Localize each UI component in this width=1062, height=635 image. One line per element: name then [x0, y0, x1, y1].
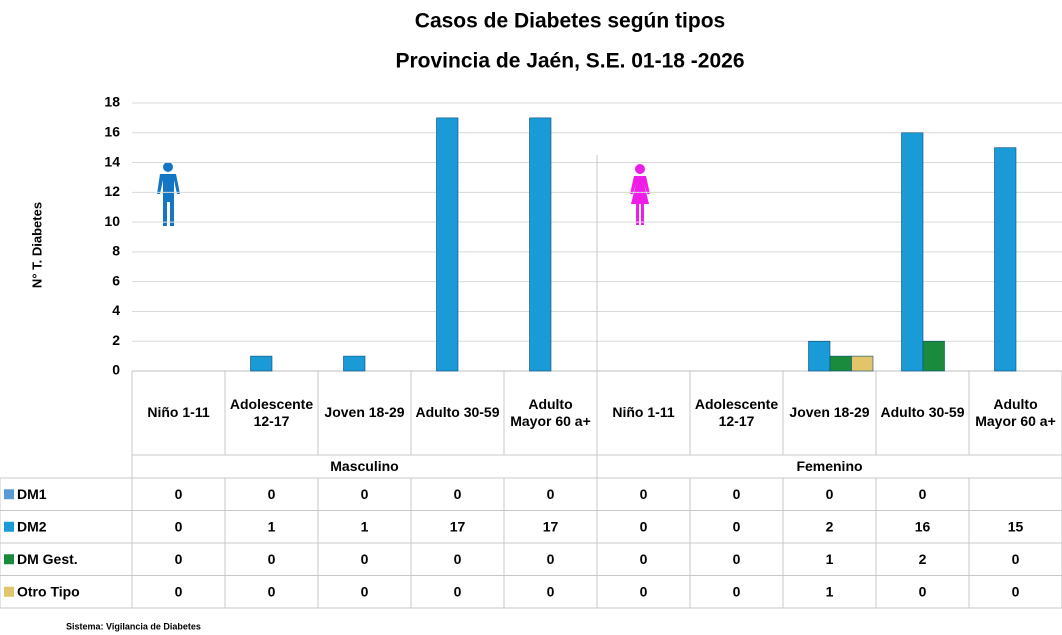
y-tick-label: 2: [112, 332, 120, 348]
table-value: 1: [826, 551, 834, 567]
x-tick-label-box: Joven 18-29: [324, 404, 405, 421]
x-tick-label-box: Adulto Mayor 60 a+: [510, 395, 591, 430]
x-tick-label: Niño 1-11: [147, 404, 210, 421]
legend-swatch: [4, 554, 14, 565]
y-tick-label: 4: [112, 302, 120, 318]
bar: [250, 355, 273, 372]
table-value: 17: [450, 518, 466, 534]
group-label: Masculino: [330, 457, 399, 474]
legend-label: Otro Tipo: [17, 583, 80, 599]
legend-swatch: [4, 586, 14, 597]
table-value: 0: [175, 518, 183, 534]
legend-swatch: [4, 521, 14, 532]
table-value: 0: [268, 486, 276, 502]
x-tick-label-box: Adulto 30-59: [415, 404, 500, 421]
table-value: 0: [640, 486, 648, 502]
table-value: 0: [640, 518, 648, 534]
table-value: 0: [547, 551, 555, 567]
table-value: 0: [733, 518, 741, 534]
bar: [994, 147, 1017, 372]
x-tick-label: Adulto 30-59: [880, 404, 965, 421]
chart-subtitle: Provincia de Jaén, S.E. 01-18 -2026: [395, 50, 744, 73]
group-label-box: Masculino: [330, 457, 399, 474]
bar: [851, 355, 874, 372]
y-tick-label: 18: [104, 94, 120, 110]
y-tick-label: 14: [104, 153, 120, 169]
group-label-box: Femenino: [796, 457, 863, 474]
x-tick-label-box: Niño 1-11: [612, 404, 675, 421]
x-tick-label-box: Joven 18-29: [789, 404, 870, 421]
table-value: 0: [640, 583, 648, 599]
table-value: 0: [547, 583, 555, 599]
x-tick-label-box: Adulto 30-59: [880, 404, 965, 421]
table-value: 0: [733, 583, 741, 599]
table-value: 0: [454, 551, 462, 567]
table-value: 0: [175, 583, 183, 599]
y-tick-label: 12: [104, 183, 120, 199]
table-value: 17: [543, 518, 559, 534]
table-value: 0: [733, 486, 741, 502]
table-value: 1: [826, 583, 834, 599]
table-value: 0: [640, 551, 648, 567]
table-value: 16: [915, 518, 931, 534]
table-value: 0: [454, 486, 462, 502]
legend-label: DM Gest.: [17, 551, 78, 567]
bar: [829, 355, 852, 372]
table-value: 0: [268, 551, 276, 567]
table-value: 0: [1012, 551, 1020, 567]
table-value: 0: [733, 551, 741, 567]
table-value: 2: [826, 518, 834, 534]
table-value: 15: [1008, 518, 1024, 534]
x-tick-label: Adulto Mayor 60 a+: [510, 395, 591, 430]
table-value: 0: [361, 583, 369, 599]
table-value: 0: [361, 551, 369, 567]
bar: [529, 117, 552, 372]
x-tick-label-box: Adolescente 12-17: [229, 395, 314, 430]
bar: [343, 355, 366, 372]
x-tick-label: Adulto 30-59: [415, 404, 500, 421]
table-value: 0: [175, 486, 183, 502]
table-value: 0: [454, 583, 462, 599]
legend-label: DM1: [17, 486, 47, 502]
source-note: Sistema: Vigilancia de Diabetes: [66, 621, 201, 631]
x-tick-label: Niño 1-11: [612, 404, 675, 421]
x-tick-label-box: Adulto Mayor 60 a+: [975, 395, 1056, 430]
table-value: 0: [826, 486, 834, 502]
table-value: 1: [268, 518, 276, 534]
x-tick-label: Joven 18-29: [789, 404, 870, 421]
table-value: 0: [919, 486, 927, 502]
x-tick-label-box: Adolescente 12-17: [694, 395, 779, 430]
table-value: 0: [268, 583, 276, 599]
table-value: 0: [175, 551, 183, 567]
table-value: 0: [919, 583, 927, 599]
y-tick-label: 16: [104, 123, 120, 139]
legend-label: DM2: [17, 518, 47, 534]
x-tick-label: Adulto Mayor 60 a+: [975, 395, 1056, 430]
male-icon: [157, 162, 180, 226]
y-tick-label: 0: [112, 362, 120, 378]
table-value: 0: [547, 486, 555, 502]
x-tick-label-box: Niño 1-11: [147, 404, 210, 421]
legend-swatch: [4, 489, 14, 500]
y-tick-label: 6: [112, 272, 120, 288]
table-value: 1: [361, 518, 369, 534]
bar: [436, 117, 459, 372]
bar: [808, 340, 831, 372]
table-value: 0: [361, 486, 369, 502]
y-axis-label: N° T. Diabetes: [29, 202, 44, 288]
bar: [922, 340, 945, 372]
female-icon: [630, 164, 650, 225]
x-tick-label: Adolescente 12-17: [229, 395, 314, 430]
bar: [901, 132, 924, 372]
table-value: 0: [1012, 583, 1020, 599]
group-label: Femenino: [796, 457, 863, 474]
y-tick-label: 8: [112, 243, 120, 259]
y-tick-label: 10: [104, 213, 120, 229]
x-tick-label: Adolescente 12-17: [694, 395, 779, 430]
x-tick-label: Joven 18-29: [324, 404, 405, 421]
table-value: 2: [919, 551, 927, 567]
chart-title: Casos de Diabetes según tipos: [415, 10, 725, 33]
